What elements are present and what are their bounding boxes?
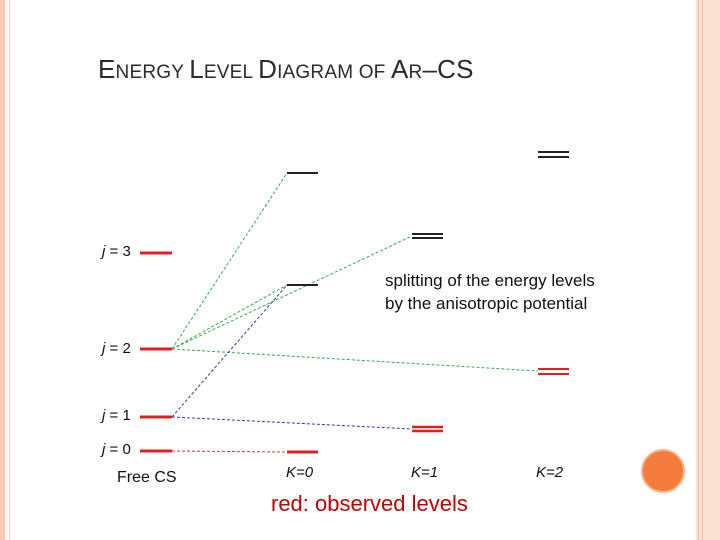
link-j1-k0	[171, 284, 288, 418]
title-part: D	[258, 54, 278, 84]
title-part: –CS	[422, 54, 474, 84]
link-j2-k2	[171, 348, 539, 372]
splitting-note: splitting of the energy levels by the an…	[385, 269, 595, 315]
label-j2-value: 2	[122, 340, 131, 357]
link-j1-k1	[171, 416, 413, 430]
splitting-note-line1: splitting of the energy levels	[385, 271, 595, 290]
label-free-cs: Free CS	[117, 469, 177, 486]
label-k2: K=2	[536, 464, 564, 481]
label-j1: j = 1	[102, 407, 131, 424]
title-part: L	[189, 54, 204, 84]
slide-title: ENERGY LEVEL DIAGRAM OF AR–CS	[98, 54, 474, 85]
title-part: A	[390, 54, 409, 84]
title-part: IAGRAM OF	[277, 62, 391, 83]
title-part: EVEL	[203, 62, 259, 83]
label-k1: K=1	[411, 464, 439, 481]
title-part: NERGY	[115, 62, 190, 83]
label-k0: K=0	[286, 464, 314, 481]
slide-frame-line	[9, 0, 10, 540]
slide-frame-right	[696, 0, 720, 540]
label-j0: j = 0	[102, 441, 131, 458]
splitting-note-line2: by the anisotropic potential	[385, 294, 588, 313]
label-j1-value: 1	[122, 407, 131, 424]
label-j0-value: 0	[122, 441, 131, 458]
link-j2-k0-mid	[171, 284, 288, 350]
label-j2: j = 2	[102, 340, 131, 357]
link-j0-k0	[171, 450, 288, 453]
label-j3-value: 3	[122, 243, 131, 260]
slide-frame-left	[0, 0, 5, 540]
link-j2-k0-upper	[171, 172, 288, 350]
title-part: E	[98, 54, 116, 84]
title-part: R	[408, 62, 423, 83]
label-j3: j = 3	[102, 243, 131, 260]
observed-levels-legend: red: observed levels	[271, 491, 468, 516]
decorative-circle	[641, 449, 685, 493]
link-j2-k1-upper	[171, 235, 413, 350]
